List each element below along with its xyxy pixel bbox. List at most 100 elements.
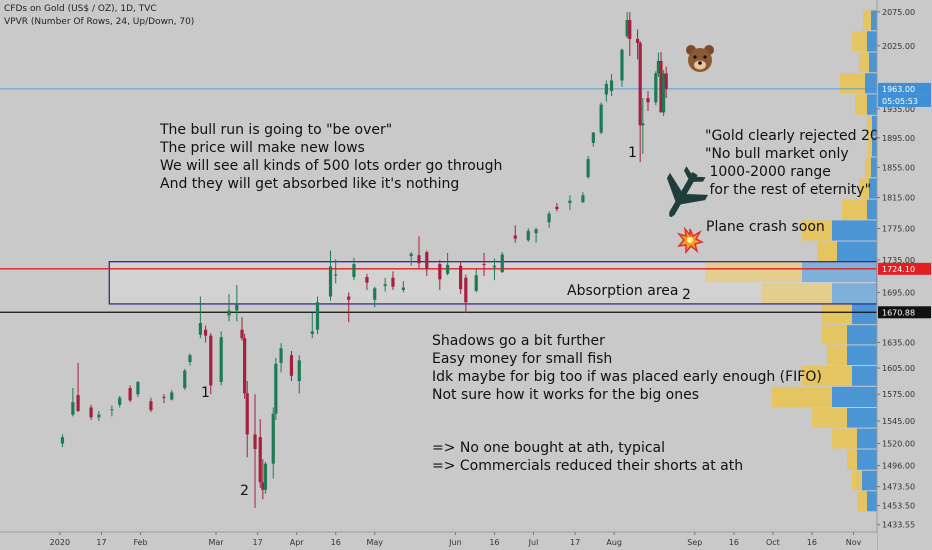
candle-body <box>604 83 608 95</box>
candle-body <box>297 360 301 382</box>
x-tick-label: Aug <box>606 538 622 547</box>
volume-up-bar <box>802 220 832 241</box>
volume-down-bar <box>872 115 877 136</box>
candle-body <box>417 255 421 264</box>
volume-up-bar <box>867 115 872 136</box>
volume-down-bar <box>867 491 877 512</box>
annotation: => Commercials reduced their shorts at a… <box>432 458 743 474</box>
volume-down-bar <box>832 283 877 304</box>
candle-body <box>328 266 333 297</box>
volume-up-bar <box>863 10 871 31</box>
time-axis <box>0 532 877 550</box>
volume-down-bar <box>802 262 877 283</box>
x-tick-label: 17 <box>253 538 263 547</box>
bear-icon <box>686 45 714 72</box>
marker-label: 2 <box>682 287 691 303</box>
candle-body <box>625 20 629 37</box>
x-tick-label: Oct <box>766 538 780 547</box>
volume-up-bar <box>842 199 867 220</box>
candle-body <box>227 310 231 316</box>
volume-down-bar <box>862 470 877 491</box>
candle-body <box>89 407 93 418</box>
x-tick-label: Feb <box>133 538 147 547</box>
candle-body <box>235 304 239 311</box>
candle-body <box>446 264 450 274</box>
x-tick-label: 2020 <box>50 538 70 547</box>
price-line-label: 1670.88 <box>882 308 915 317</box>
volume-up-bar <box>868 136 872 157</box>
candle-body <box>438 264 442 280</box>
annotation: And they will get absorbed like it's not… <box>160 176 459 192</box>
candle-body <box>609 80 614 92</box>
candle-body <box>253 434 257 449</box>
candle-body <box>664 73 668 89</box>
candle-body <box>240 329 244 339</box>
candle-body <box>136 381 140 395</box>
x-tick-label: Sep <box>687 538 702 547</box>
annotation: The price will make new lows <box>159 140 365 156</box>
countdown: 05:05:53 <box>882 97 918 106</box>
x-tick-label: Apr <box>290 538 305 547</box>
volume-up-bar <box>852 470 862 491</box>
marker-label: 1 <box>201 385 210 401</box>
volume-up-bar <box>817 241 837 262</box>
volume-down-bar <box>869 178 877 199</box>
candle-body <box>628 20 632 39</box>
volume-down-bar <box>847 345 877 365</box>
last-price-label-box <box>878 82 931 95</box>
x-tick-label: Jun <box>448 538 462 547</box>
candle-body <box>209 335 213 386</box>
candle-body <box>401 287 405 290</box>
volume-up-bar <box>822 325 847 345</box>
candle-body <box>425 252 429 269</box>
candle-body <box>198 323 202 335</box>
candle-body <box>149 401 153 411</box>
candle-body <box>383 284 387 286</box>
y-tick-label: 1895.00 <box>882 134 915 143</box>
countdown-box <box>878 94 931 107</box>
candle-body <box>310 331 314 334</box>
marker-label: 2 <box>240 483 249 499</box>
candle-body <box>183 370 187 389</box>
candle-body <box>409 253 413 257</box>
marker-label: 1 <box>628 145 637 161</box>
price-line-label-box <box>878 306 931 319</box>
candle-body <box>474 275 478 291</box>
x-tick-label: Jul <box>528 538 539 547</box>
y-tick-label: 1635.00 <box>882 338 915 347</box>
chart-title: CFDs on Gold (US$ / OZ), 1D, TVC <box>4 4 157 14</box>
candle-body <box>60 437 65 444</box>
x-tick-label: May <box>366 538 383 547</box>
y-tick-label: 1520.00 <box>882 439 915 448</box>
y-tick-label: 1695.00 <box>882 288 915 297</box>
x-tick-label: 16 <box>729 538 739 547</box>
candle-body <box>261 482 265 490</box>
candle-body <box>71 402 75 415</box>
y-tick-label: 1453.50 <box>882 502 915 511</box>
volume-up-bar <box>832 428 857 449</box>
candle-body <box>641 123 645 126</box>
volume-up-bar <box>847 449 857 470</box>
volume-up-bar <box>859 52 869 73</box>
y-tick-label: 1855.00 <box>882 163 915 172</box>
candle-body <box>492 265 497 268</box>
y-tick-label: 1735.00 <box>882 256 915 265</box>
annotation: Shadows go a bit further <box>432 333 605 349</box>
volume-down-bar <box>847 325 877 345</box>
annotations: The bull run is going to "be over" The p… <box>159 122 903 499</box>
annotation: for the rest of eternity" <box>705 182 871 198</box>
annotation: The bull run is going to "be over" <box>159 122 392 138</box>
volume-down-bar <box>832 220 877 241</box>
candle-body <box>513 235 517 239</box>
volume-down-bar <box>871 157 877 178</box>
volume-down-bar <box>847 407 877 428</box>
candle-body <box>534 229 538 234</box>
candle-body <box>279 348 283 363</box>
candle-body <box>464 277 468 303</box>
candle-body <box>459 265 463 290</box>
candle-body <box>118 397 122 405</box>
y-tick-label: 1815.00 <box>882 194 915 203</box>
volume-down-bar <box>852 304 877 325</box>
volume-up-bar <box>840 73 865 94</box>
volume-down-bar <box>869 52 877 73</box>
